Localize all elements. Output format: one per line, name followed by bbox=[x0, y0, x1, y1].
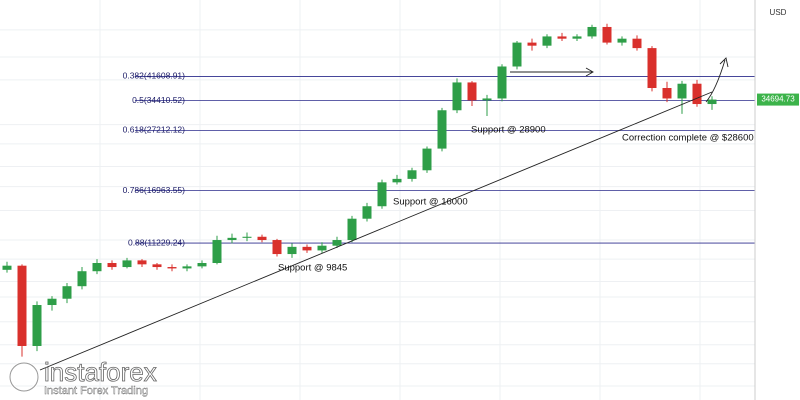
candle-body bbox=[362, 206, 372, 219]
candle-body bbox=[662, 88, 672, 99]
candle-body bbox=[287, 246, 297, 255]
price-tag-label: 34694.73 bbox=[761, 95, 795, 104]
vertical-grid bbox=[99, 0, 701, 400]
candle-body bbox=[527, 42, 537, 46]
price-tag bbox=[757, 93, 799, 106]
candle-body bbox=[617, 38, 627, 43]
candle-body bbox=[647, 48, 657, 89]
candle-body bbox=[392, 178, 402, 183]
candle-body bbox=[92, 263, 102, 272]
candle-body bbox=[497, 66, 507, 99]
arrow bbox=[705, 59, 726, 103]
candle-body bbox=[377, 182, 387, 207]
candle-body bbox=[482, 98, 492, 101]
candle-body bbox=[17, 265, 27, 346]
candle-body bbox=[572, 36, 582, 39]
arrow-head bbox=[585, 67, 594, 77]
candle-body bbox=[437, 110, 447, 149]
candle-body bbox=[542, 36, 552, 46]
candle-body bbox=[182, 266, 192, 269]
candle-body bbox=[32, 305, 42, 346]
candle-body bbox=[302, 246, 312, 251]
candle-body bbox=[452, 82, 462, 111]
candle-body bbox=[587, 26, 597, 37]
candle-body bbox=[107, 263, 117, 268]
logo-tagline: Instant Forex Trading bbox=[44, 385, 148, 397]
plot: 60000.0048500.0040500.0028500.0024500.00… bbox=[0, 23, 797, 390]
level-label: 0.618(27212.12) bbox=[123, 125, 186, 135]
candle-body bbox=[407, 170, 417, 179]
candle-body bbox=[167, 267, 177, 269]
candle-body bbox=[227, 237, 237, 241]
candle-body bbox=[152, 264, 162, 268]
candle-body bbox=[707, 99, 717, 105]
candle-body bbox=[257, 236, 267, 241]
currency-label: USD bbox=[770, 8, 787, 17]
level-label: 0.5(34410.52) bbox=[132, 95, 185, 105]
axis-background bbox=[755, 0, 800, 400]
y-axis bbox=[0, 29, 755, 387]
level-label: 0.786(16963.55) bbox=[123, 185, 186, 195]
candle-body bbox=[137, 260, 147, 265]
candle-body bbox=[692, 83, 702, 105]
candle-body bbox=[317, 245, 327, 251]
trend-line bbox=[39, 91, 713, 371]
candle-body bbox=[677, 83, 687, 99]
candle-body bbox=[242, 236, 252, 238]
candle-body bbox=[332, 240, 342, 246]
candle-body bbox=[512, 42, 522, 67]
candle-body bbox=[467, 82, 477, 101]
logo-icon-outline bbox=[9, 362, 39, 392]
candle-body bbox=[197, 263, 207, 267]
logo: instaforex Instant Forex Trading bbox=[8, 356, 157, 397]
candle-body bbox=[2, 265, 12, 270]
arrow-head bbox=[719, 57, 729, 68]
level-label: 0.88(11229.24) bbox=[128, 237, 185, 247]
candle-body bbox=[602, 26, 612, 43]
candle-body bbox=[62, 286, 72, 299]
candle-body bbox=[122, 260, 132, 268]
annotation: Support @ 16000 bbox=[393, 197, 468, 208]
candle-body bbox=[347, 218, 357, 241]
candle-body bbox=[212, 240, 222, 264]
annotation: Support @ 28900 bbox=[471, 125, 546, 136]
candle-body bbox=[77, 271, 87, 287]
candle-body bbox=[422, 148, 432, 171]
candle-body bbox=[272, 240, 282, 255]
logo-name: instaforex bbox=[44, 357, 157, 387]
level-label: 0.382(41608.91) bbox=[123, 71, 186, 81]
annotation: Correction complete @ $28600 bbox=[622, 133, 754, 144]
candle-body bbox=[632, 38, 642, 49]
candle-body bbox=[47, 298, 57, 306]
candle-body bbox=[557, 36, 567, 39]
annotation: Support @ 9845 bbox=[278, 263, 347, 274]
